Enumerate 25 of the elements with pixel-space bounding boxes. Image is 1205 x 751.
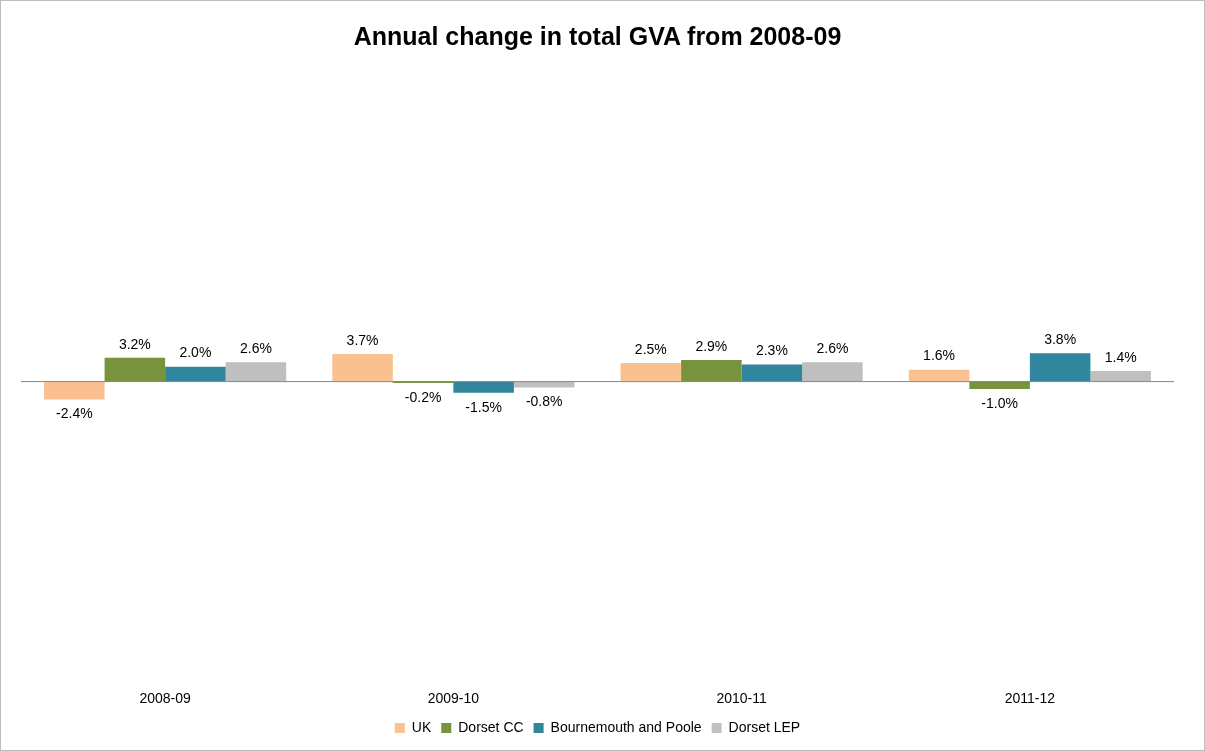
data-label: 2.0% — [179, 344, 212, 361]
legend-label: UK — [411, 718, 432, 735]
data-label: 2.5% — [634, 340, 667, 357]
data-label: 2.6% — [816, 340, 849, 356]
x-tick-label: 2011-12 — [1004, 690, 1056, 707]
data-label: 3.2% — [118, 335, 151, 352]
x-tick-label: 2010-11 — [716, 690, 768, 707]
data-label: 2.3% — [755, 342, 788, 359]
data-label: 1.4% — [1104, 348, 1137, 365]
legend-label: Dorset LEP — [728, 718, 801, 735]
data-label: -1.0% — [981, 394, 1018, 411]
data-label: -2.4% — [56, 405, 93, 422]
chart-title: Annual change in total GVA from 2008-09 — [353, 21, 842, 50]
data-label: 2.9% — [695, 337, 728, 354]
legend-label: Dorset CC — [458, 718, 524, 735]
x-tick-label: 2009-10 — [427, 690, 480, 707]
data-label: 1.6% — [923, 347, 956, 364]
legend-label: Bournemouth and Poole — [550, 718, 702, 735]
data-label: 2.6% — [239, 340, 272, 356]
data-label: 3.7% — [346, 331, 379, 348]
x-tick-label: 2008-09 — [139, 690, 192, 707]
data-label: -0.8% — [525, 393, 563, 410]
data-label: -1.5% — [465, 398, 502, 415]
data-label: -0.2% — [404, 388, 442, 405]
data-label: 3.8% — [1044, 331, 1077, 348]
